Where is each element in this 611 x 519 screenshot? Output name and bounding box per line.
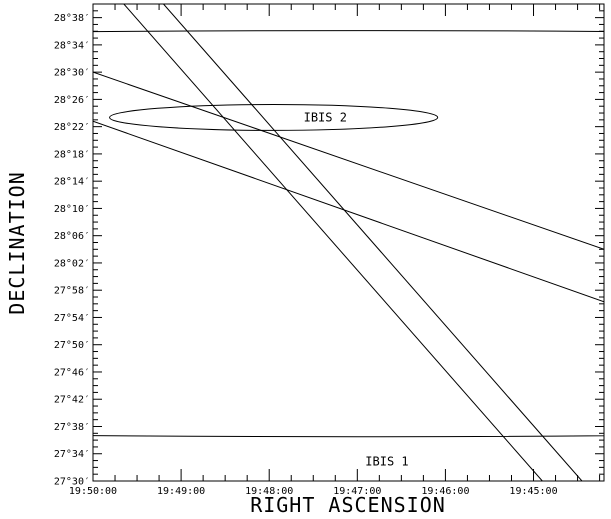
y-tick-label: 27°38′	[54, 422, 90, 433]
x-tick-label: 19:45:00	[509, 486, 557, 497]
projection-line-4	[163, 4, 583, 481]
projection-line-3	[123, 4, 543, 481]
y-tick-label: 27°54′	[54, 313, 90, 324]
plot-frame	[92, 3, 605, 482]
chart-marks	[93, 4, 604, 481]
x-tick-label: 19:47:00	[333, 486, 381, 497]
y-tick-label: 27°34′	[54, 449, 90, 460]
y-tick-label: 27°46′	[54, 367, 90, 378]
tick-marks	[92, 3, 604, 482]
projection-line-2	[93, 120, 604, 303]
y-tick-label: 27°42′	[54, 395, 90, 406]
y-tick-label: 28°02′	[54, 258, 90, 269]
ibis-2-label: IBIS 2	[304, 110, 347, 124]
y-tick-labels: 27°30′ 27°34′ 27°38′ 27°42′ 27°46′ 27°50′ 27°5…	[54, 13, 90, 487]
y-tick-label: 28°26′	[54, 95, 90, 106]
error-circle-1	[93, 30, 604, 438]
y-tick-label: 27°50′	[54, 340, 90, 351]
x-tick-label: 19:48:00	[245, 486, 293, 497]
y-tick-label: 27°30′	[54, 477, 90, 488]
x-axis-title: RIGHT ASCENSION	[250, 493, 446, 517]
y-tick-label: 28°06′	[54, 231, 90, 242]
y-tick-label: 28°18′	[54, 149, 90, 160]
ibis-1-label: IBIS 1	[365, 454, 408, 468]
error-circle-2	[109, 104, 439, 131]
y-tick-label: 28°22′	[54, 122, 90, 133]
x-tick-labels: 19:50:00 19:49:00 19:48:00 19:47:00 19:46:00…	[69, 486, 558, 497]
y-tick-label: 28°14′	[54, 177, 90, 188]
y-axis-title: DECLINATION	[5, 171, 29, 314]
x-tick-label: 19:50:00	[69, 486, 117, 497]
y-tick-label: 27°58′	[54, 286, 90, 297]
y-tick-label: 28°34′	[54, 40, 90, 51]
x-tick-label: 19:46:00	[421, 486, 469, 497]
y-tick-label: 28°30′	[54, 68, 90, 79]
y-tick-label: 28°10′	[54, 204, 90, 215]
projection-line-1	[93, 71, 604, 250]
x-tick-label: 19:49:00	[157, 486, 205, 497]
y-tick-label: 28°38′	[54, 13, 90, 24]
